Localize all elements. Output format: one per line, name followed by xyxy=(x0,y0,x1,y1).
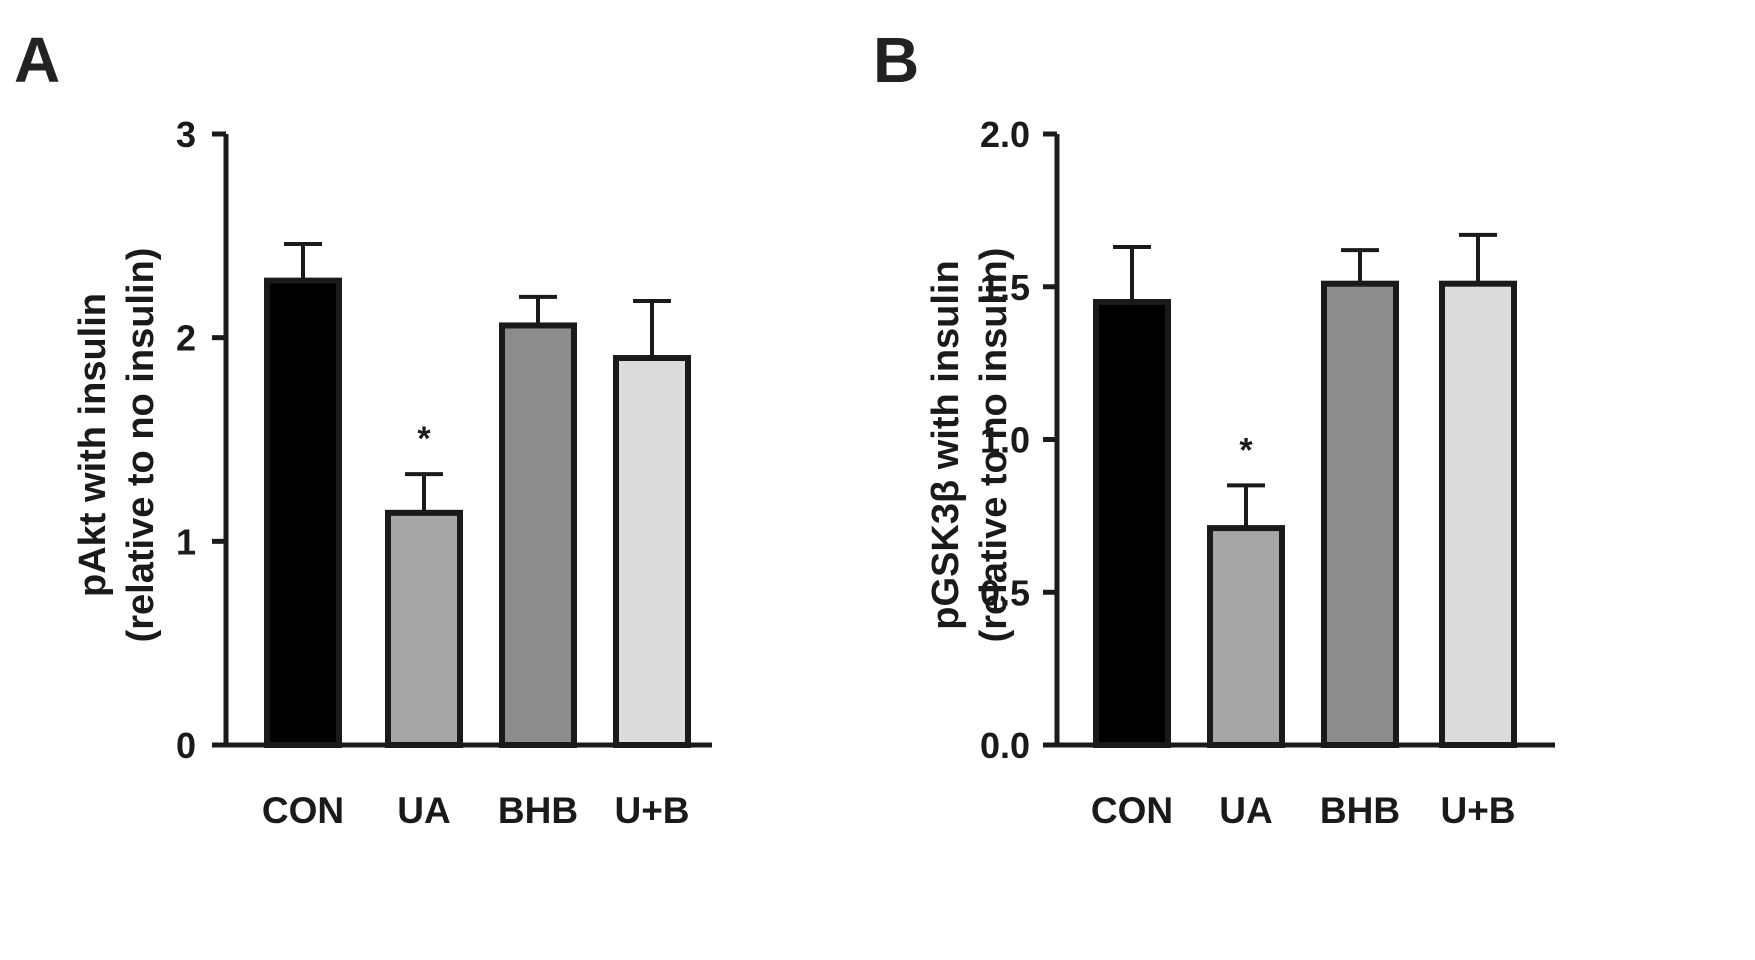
y-tick-label: 2.0 xyxy=(980,114,1030,155)
bar xyxy=(1439,280,1517,748)
y-axis-title-line-2: (relative to no insulin) xyxy=(120,248,162,643)
y-tick-label: 1.0 xyxy=(980,420,1030,461)
bar xyxy=(385,509,463,748)
x-tick-label: BHB xyxy=(1320,790,1400,831)
y-axis-title-line-1: pGSK3β with insulin xyxy=(925,260,967,629)
y-axis-title: pAkt with insulin (relative to no insuli… xyxy=(72,248,162,643)
x-tick-label: BHB xyxy=(498,790,578,831)
bar xyxy=(1207,525,1285,748)
y-tick-label: 0.5 xyxy=(980,572,1030,613)
significance-marker: * xyxy=(417,420,431,458)
y-axis-title-line-1: pAkt with insulin xyxy=(72,293,114,597)
bar xyxy=(264,277,342,748)
panel-letter: A xyxy=(14,24,60,96)
x-tick-label: CON xyxy=(262,790,344,831)
y-tick-label: 0.0 xyxy=(980,725,1030,766)
y-tick-label: 3 xyxy=(176,114,196,155)
panel-b: B pGSK3β with insulin (relative to no in… xyxy=(873,24,1555,831)
bar xyxy=(1321,280,1399,748)
x-tick-label: U+B xyxy=(1440,790,1515,831)
x-tick-label: CON xyxy=(1091,790,1173,831)
panel-letter: B xyxy=(873,24,919,96)
y-tick-label: 1 xyxy=(176,521,196,562)
panel-a: A pAkt with insulin (relative to no insu… xyxy=(14,24,712,831)
y-axis-title-line-2: (relative to no insulin) xyxy=(973,248,1015,643)
y-axis-title: pGSK3β with insulin (relative to no insu… xyxy=(925,248,1015,643)
x-tick-label: UA xyxy=(1219,790,1272,831)
y-tick-label: 2 xyxy=(176,318,196,359)
x-tick-label: UA xyxy=(397,790,450,831)
y-tick-label: 0 xyxy=(176,725,196,766)
bar xyxy=(1093,299,1171,748)
y-tick-label: 1.5 xyxy=(980,267,1030,308)
bar xyxy=(499,322,577,748)
plot-area: CON * UA BHB U+B 0 1 2 3 xyxy=(176,114,712,831)
plot-area: CON * UA BHB U+B 0.0 0.5 1.0 1.5 2.0 xyxy=(980,114,1555,831)
bar xyxy=(613,355,691,748)
significance-marker: * xyxy=(1239,431,1253,469)
x-tick-label: U+B xyxy=(614,790,689,831)
